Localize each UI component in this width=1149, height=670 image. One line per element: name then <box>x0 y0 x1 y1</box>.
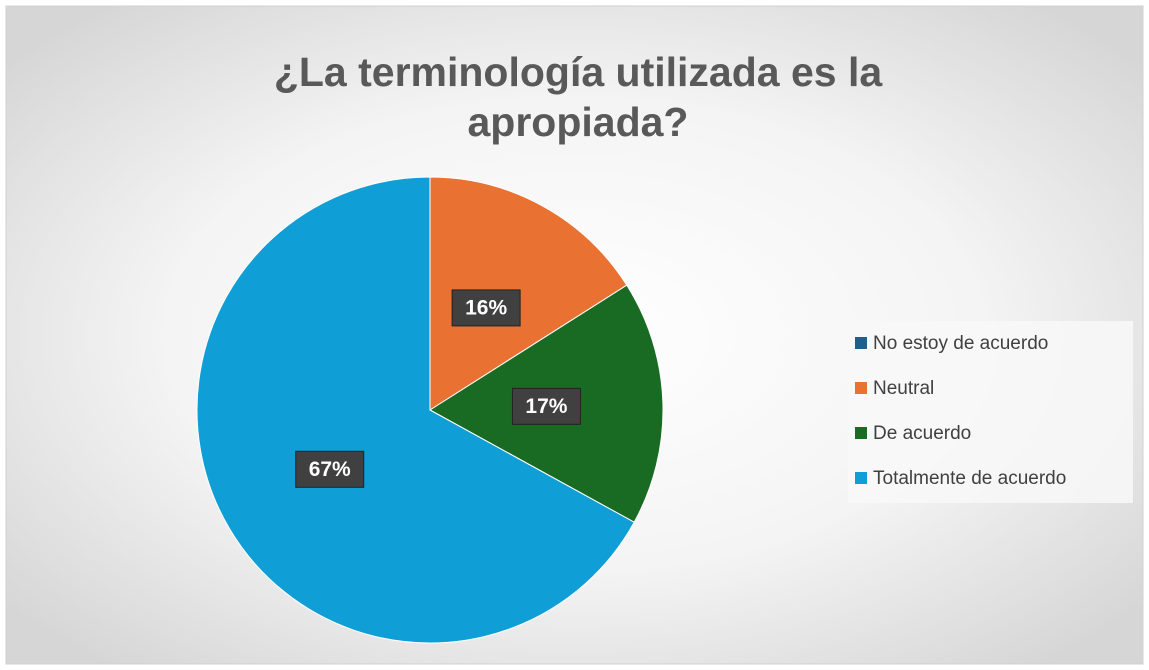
legend-label: Totalmente de acuerdo <box>873 468 1066 489</box>
data-label-box <box>451 289 521 327</box>
data-label-box <box>511 387 581 425</box>
data-label: 17% <box>525 395 567 418</box>
data-label: 67% <box>309 458 351 481</box>
pie-slice <box>196 176 635 644</box>
pie-slice <box>429 176 628 411</box>
legend-swatch <box>855 337 867 349</box>
legend-swatch <box>855 472 867 484</box>
legend-box <box>848 321 1133 503</box>
legend-swatch <box>855 382 867 394</box>
data-label-box <box>295 450 365 488</box>
legend-label: De acuerdo <box>873 423 971 444</box>
legend-label: No estoy de acuerdo <box>873 333 1048 354</box>
legend-label: Neutral <box>873 378 934 399</box>
chart-title: ¿La terminología utilizada es la apropiad… <box>274 49 883 145</box>
data-label: 16% <box>465 296 507 319</box>
legend-swatch <box>855 427 867 439</box>
